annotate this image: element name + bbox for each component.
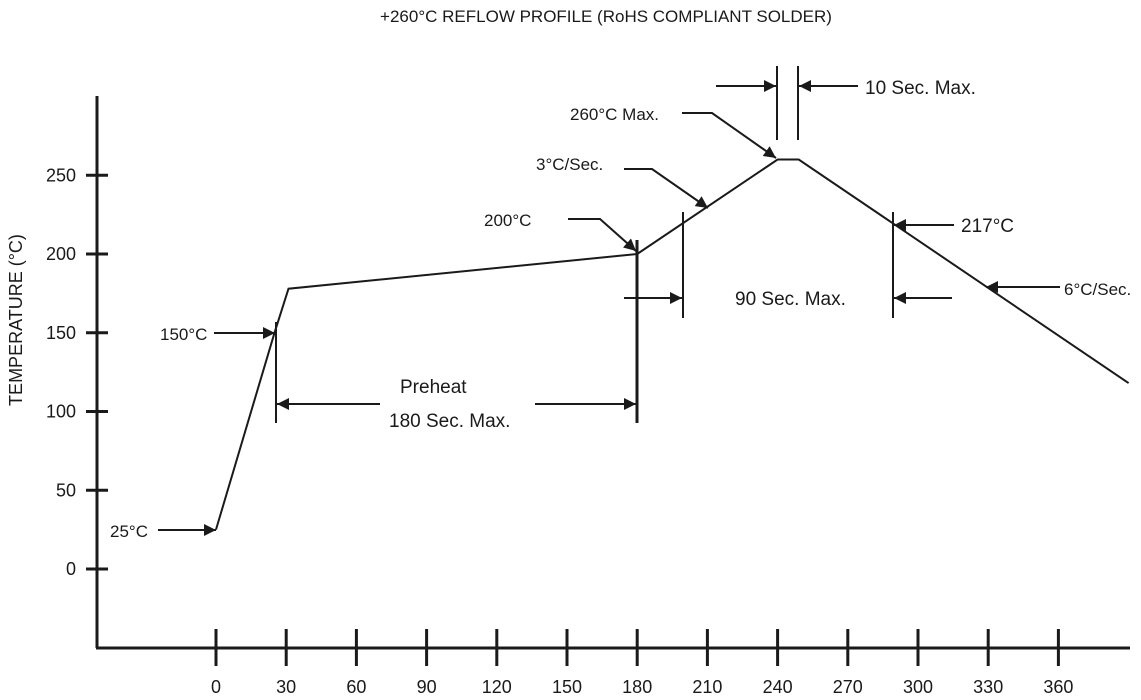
rate6-label: 6°C/Sec. [1064,280,1131,299]
y-tick-label: 100 [46,402,76,422]
sec90-label: 90 Sec. Max. [735,289,846,310]
y-axis-ticks: 0 50 100 150 200 250 [46,165,108,579]
y-axis-label: TEMPERATURE (°C) [6,234,26,406]
x-tick-label: 330 [973,677,1003,697]
profile-line [215,158,1130,530]
annotation-graphics [158,66,1060,536]
t260-arrow [682,112,777,159]
sec10-label: 10 Sec. Max. [865,78,976,99]
y-tick-label: 0 [66,559,76,579]
preheat-label: Preheat [400,377,467,398]
x-tick-label: 300 [903,677,933,697]
x-tick-label: 150 [552,677,582,697]
rate3-label: 3°C/Sec. [536,155,603,174]
x-tick-label: 30 [276,677,296,697]
t200-arrow [568,218,637,252]
x-tick-label: 210 [692,677,722,697]
x-tick-label: 270 [833,677,863,697]
t260-label: 260°C Max. [570,105,659,124]
x-tick-label: 120 [482,677,512,697]
x-tick-label: 90 [417,677,437,697]
x-axis-ticks: 0 30 60 90 120 150 180 210 240 270 300 330 360 [211,629,1073,697]
y-tick-label: 250 [46,165,76,185]
x-tick-label: 0 [211,677,221,697]
preheat-duration-label: 180 Sec. Max. [389,411,510,432]
t150-label: 150°C [160,325,207,344]
y-tick-label: 200 [46,244,76,264]
rate3-arrow [624,168,709,209]
t200-label: 200°C [484,211,531,230]
t25-label: 25°C [110,522,148,541]
x-tick-label: 60 [346,677,366,697]
x-tick-label: 240 [763,677,793,697]
t217-label: 217°C [961,216,1014,237]
chart-title: +260°C REFLOW PROFILE (RoHS COMPLIANT SO… [380,7,832,26]
x-tick-label: 180 [622,677,652,697]
x-tick-label: 360 [1043,677,1073,697]
y-tick-label: 150 [46,323,76,343]
annotation-labels: 25°C 150°C 200°C 3°C/Sec. 260°C Max. 10 … [110,78,1131,541]
y-tick-label: 50 [56,480,76,500]
